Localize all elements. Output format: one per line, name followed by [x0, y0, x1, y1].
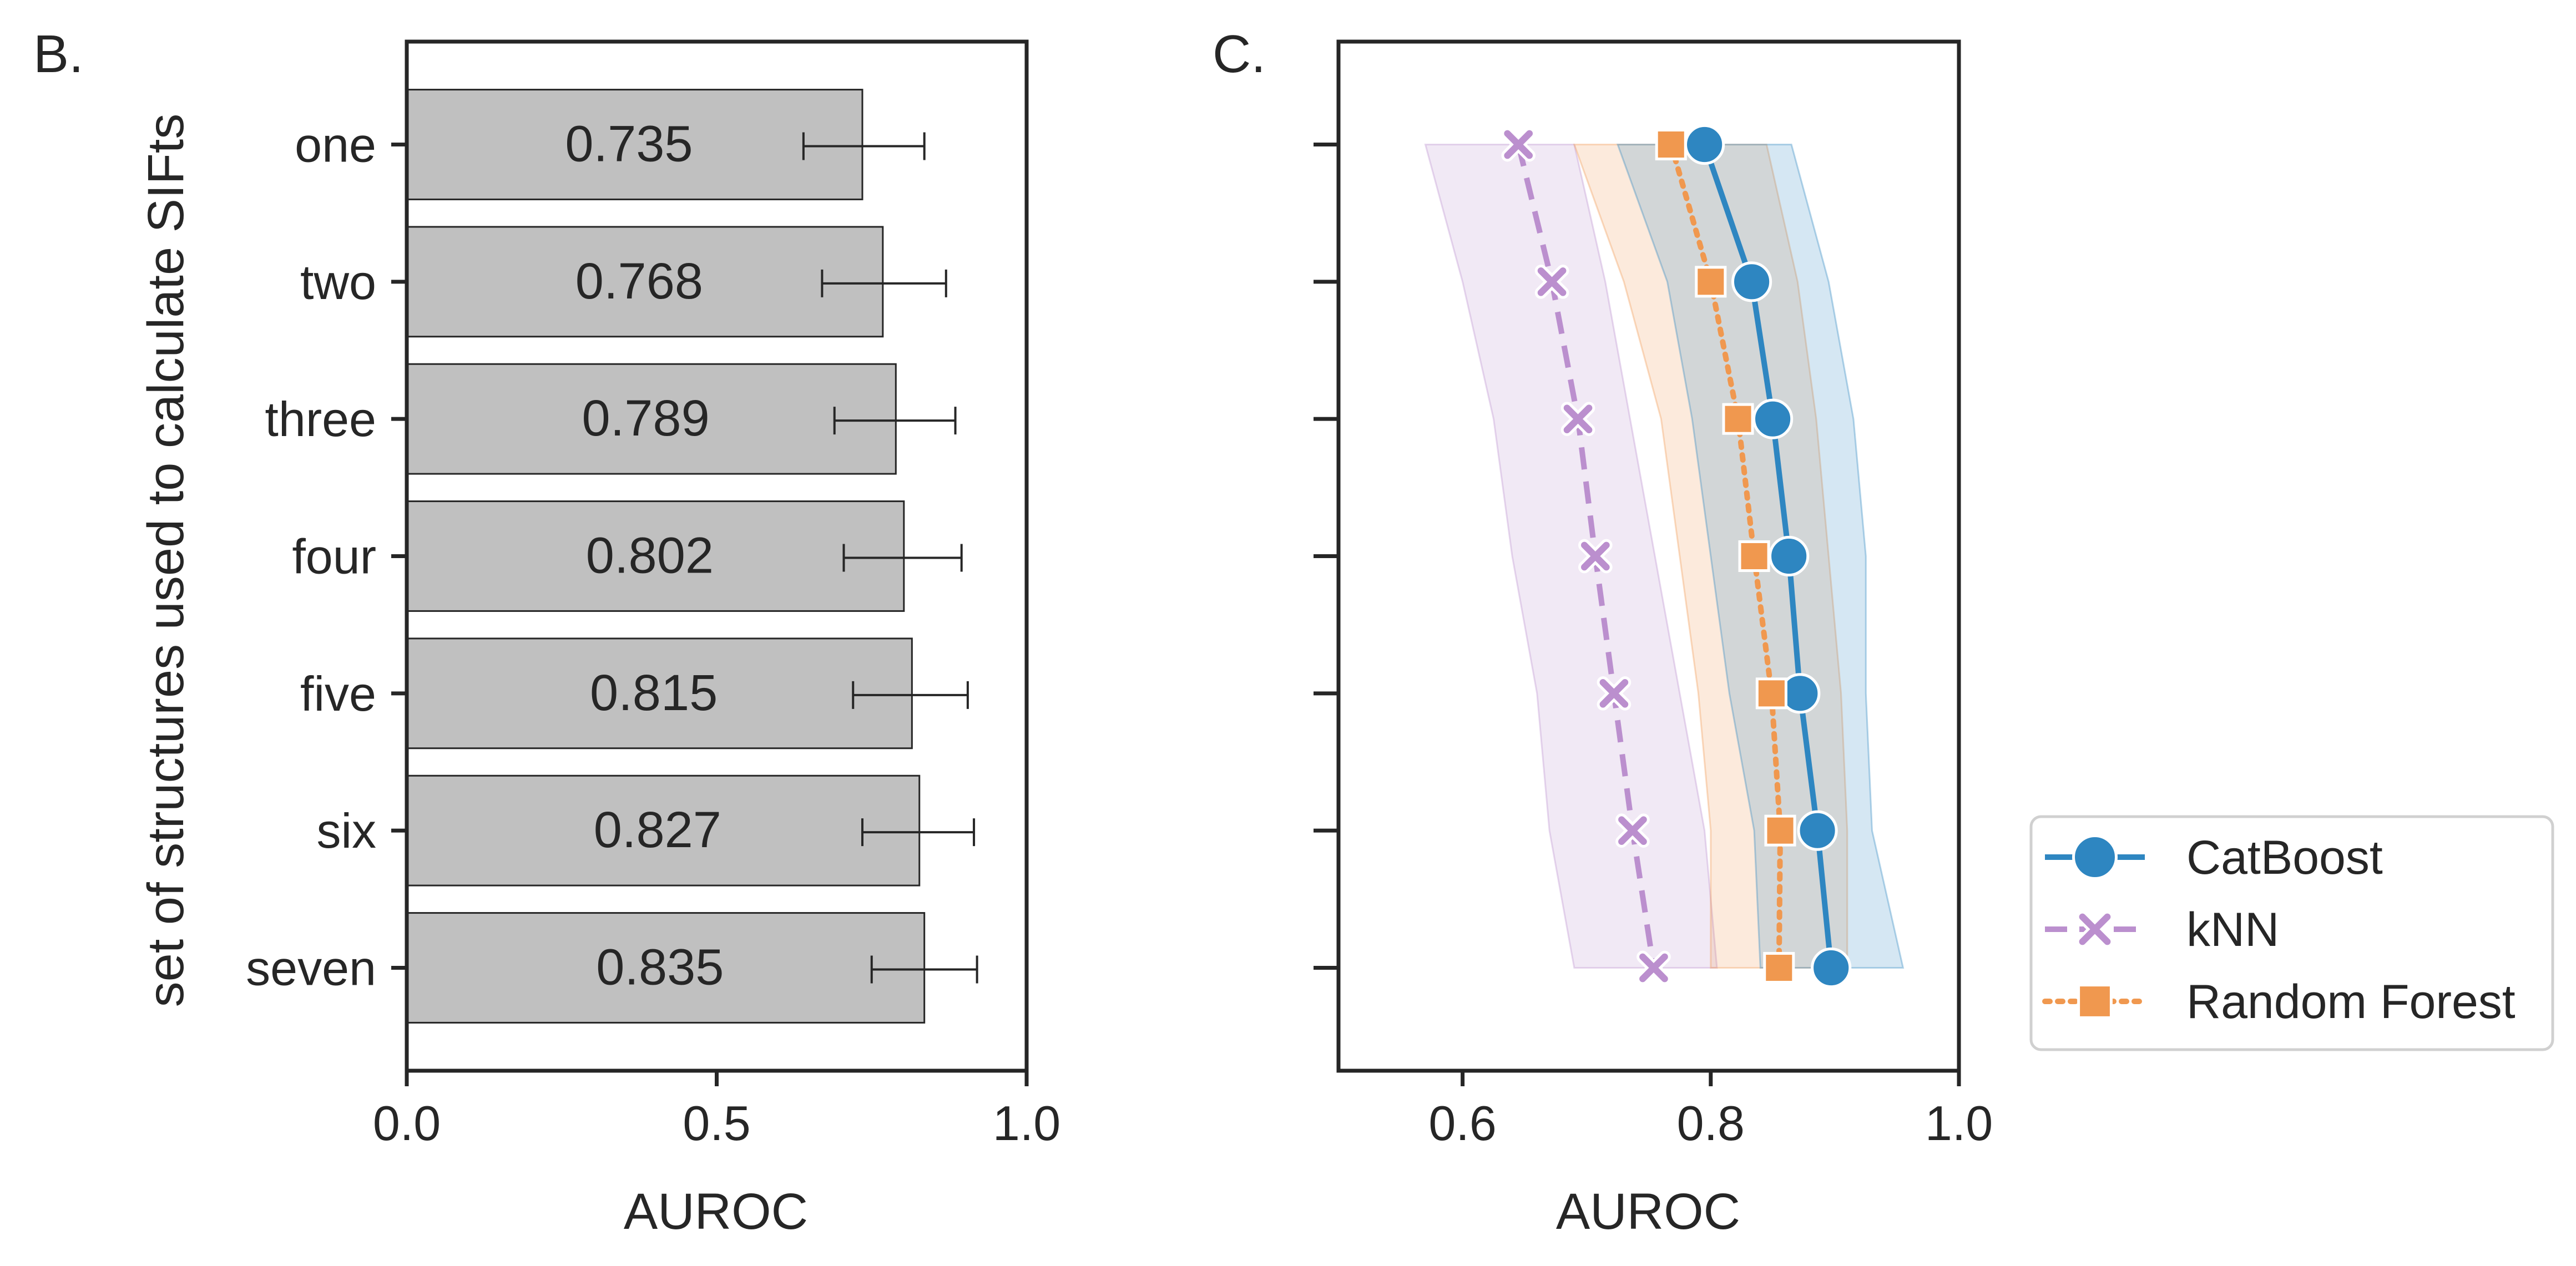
point-catboost-two: [1731, 261, 1772, 302]
point-knn-four: [1578, 539, 1613, 574]
point-knn-six: [1615, 813, 1650, 848]
point-knn-two: [1534, 264, 1569, 299]
point-random-forest-three: [1722, 403, 1754, 435]
point-knn-five: [1597, 676, 1632, 711]
bar-value-label-one: 0.735: [565, 116, 693, 173]
point-knn-one-stroke-b: [1504, 130, 1533, 159]
x-tick-label-0.5: 0.5: [683, 1096, 750, 1151]
point-catboost-six: [1797, 810, 1838, 851]
bar-value-label-three: 0.789: [582, 390, 710, 447]
point-knn-two-stroke-b: [1537, 267, 1567, 296]
point-catboost-four: [1769, 535, 1810, 577]
point-random-forest-six: [1764, 814, 1796, 847]
legend-label-random-forest: Random Forest: [2186, 975, 2516, 1029]
y-tick-label-three: three: [265, 392, 376, 447]
bar-one: [406, 89, 863, 200]
bar-four: [406, 500, 905, 612]
point-random-forest-seven: [1763, 951, 1795, 984]
panel-c-label: C.: [1213, 24, 1266, 84]
x-tick-label-1.0: 1.0: [993, 1096, 1060, 1151]
x-tick-label-c-0.8: 0.8: [1677, 1096, 1745, 1151]
panel-b-label: B.: [33, 24, 84, 84]
point-random-forest-two: [1695, 266, 1727, 298]
y-tick-label-six: six: [316, 803, 376, 858]
bar-value-label-four: 0.802: [586, 528, 714, 584]
point-catboost-three: [1752, 398, 1794, 439]
point-catboost-seven: [1811, 947, 1852, 989]
panel-b-bar-chart: 0.735 one 0.768 two 0.789 three 0.802 four 0.815…: [246, 39, 1060, 1151]
y-tick-label-seven: seven: [246, 941, 376, 996]
legend: CatBoost kNN Random Forest: [2029, 815, 2554, 1051]
panel-c-x-axis-label: AUROC: [1556, 1183, 1740, 1240]
y-tick-label-four: four: [292, 529, 376, 584]
legend-box: [2029, 815, 2554, 1051]
point-knn-seven: [1636, 950, 1671, 985]
legend-marker-knn: [2076, 910, 2114, 948]
bar-value-label-five: 0.815: [590, 665, 718, 721]
point-knn-three-stroke-b: [1563, 404, 1593, 434]
point-random-forest-one: [1655, 128, 1687, 161]
legend-marker-random-forest: [2077, 984, 2113, 1019]
legend-marker-knn-stroke-b: [2079, 913, 2111, 945]
point-knn-one: [1501, 127, 1536, 162]
bar-value-label-seven: 0.835: [596, 939, 724, 996]
point-catboost-one: [1684, 124, 1725, 165]
bar-value-label-six: 0.827: [594, 802, 721, 858]
x-tick-label-c-0.6: 0.6: [1428, 1096, 1496, 1151]
x-tick-label-c-1.0: 1.0: [1925, 1096, 1993, 1151]
point-knn-six-stroke-b: [1618, 816, 1647, 845]
bar-seven: [406, 912, 926, 1024]
bar-three: [406, 363, 897, 475]
point-random-forest-five: [1755, 677, 1787, 710]
point-knn-three: [1560, 402, 1595, 437]
band-knn: [1424, 144, 1718, 969]
legend-label-knn: kNN: [2186, 903, 2279, 956]
panel-c-line-chart: 0.6 0.8 1.0: [1314, 39, 1993, 1151]
point-random-forest-four: [1738, 540, 1770, 573]
bar-value-label-two: 0.768: [575, 253, 703, 310]
legend-marker-catboost: [2072, 834, 2118, 880]
legend-label-catboost: CatBoost: [2186, 831, 2383, 884]
y-tick-label-five: five: [300, 666, 376, 721]
y-tick-label-two: two: [300, 255, 376, 310]
bar-five: [406, 637, 913, 750]
point-knn-four-stroke-b: [1581, 541, 1610, 571]
panel-b-y-axis-label: set of structures used to calculate SIFt…: [138, 114, 194, 1007]
point-knn-seven-stroke-b: [1639, 953, 1668, 983]
bar-six: [406, 774, 921, 887]
panel-b-x-axis-label: AUROC: [624, 1183, 808, 1240]
y-tick-label-one: one: [295, 118, 376, 173]
x-tick-label-0.0: 0.0: [373, 1096, 441, 1151]
point-knn-five-stroke-b: [1599, 678, 1629, 708]
